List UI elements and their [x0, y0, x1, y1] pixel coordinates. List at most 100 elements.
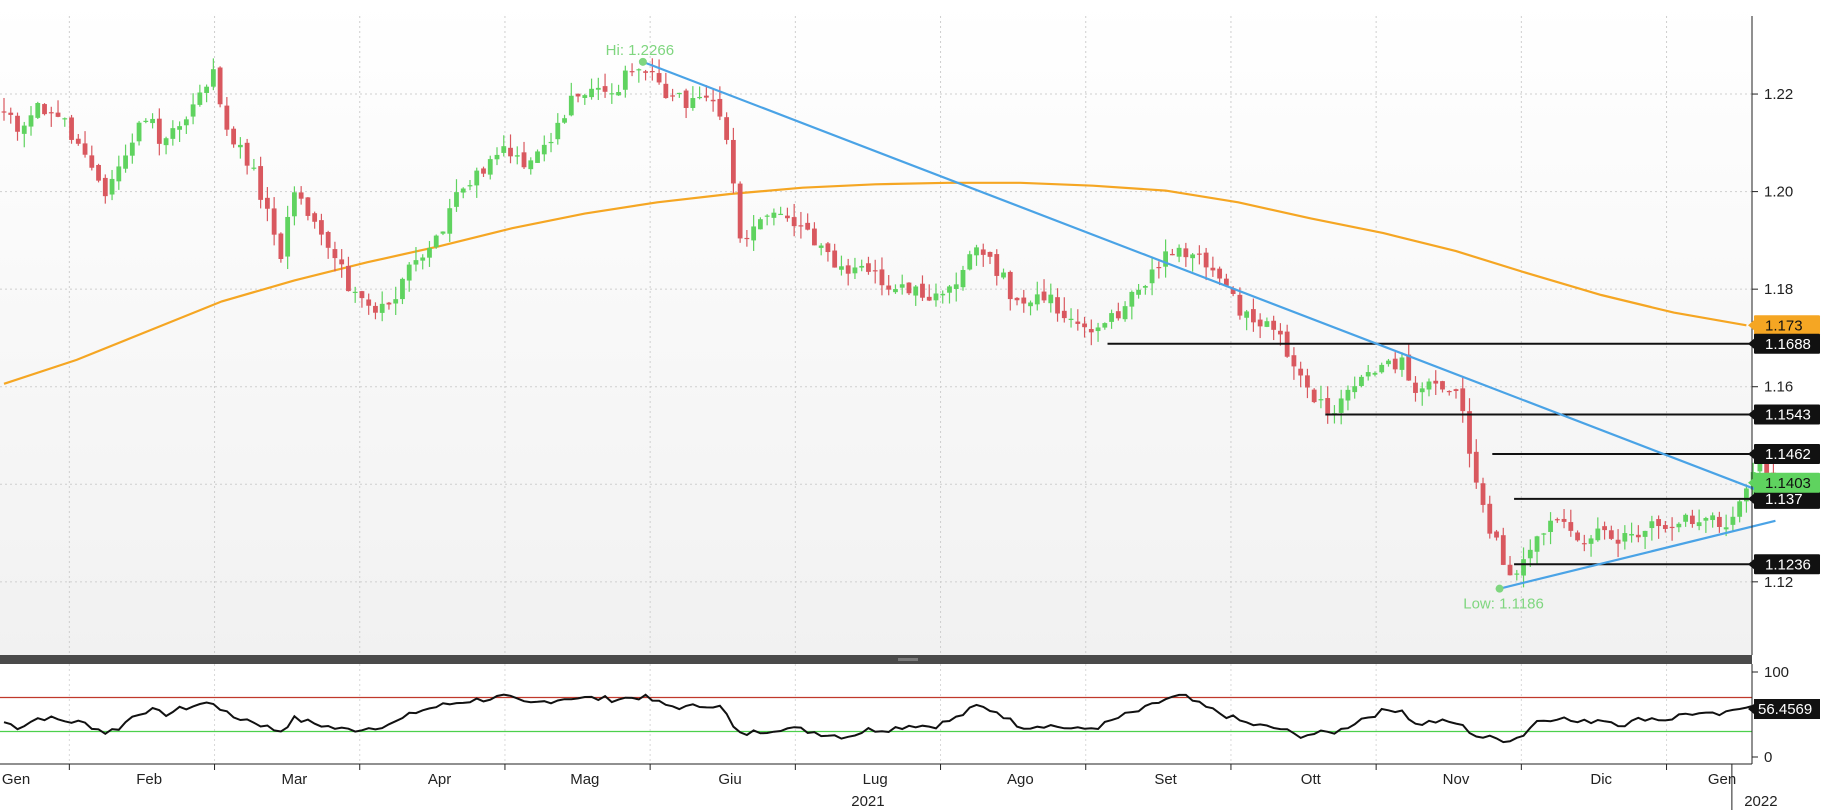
candle-down — [683, 88, 689, 119]
candle-up — [433, 234, 439, 249]
candle-body — [386, 302, 392, 305]
candle-down — [1217, 266, 1223, 286]
candle-up — [183, 116, 189, 134]
candle-body — [1595, 528, 1601, 541]
candle-down — [1183, 242, 1189, 267]
candle-down — [1291, 347, 1297, 380]
candle-up — [771, 208, 777, 226]
candle-body — [528, 160, 534, 170]
candle-body — [55, 112, 61, 117]
candle-up — [960, 265, 966, 291]
candle-body — [953, 284, 959, 290]
price-tick-label: 1.16 — [1764, 379, 1793, 396]
candle-body — [156, 118, 162, 144]
candle-body — [568, 95, 574, 116]
candle-body — [1649, 521, 1655, 529]
candle-down — [1406, 343, 1412, 381]
candle-up — [764, 214, 770, 226]
candle-up — [913, 284, 919, 306]
candle-body — [764, 215, 770, 217]
candle-down — [1568, 509, 1574, 537]
candle-up — [1142, 284, 1148, 295]
moving-average-value-tag-box — [1754, 315, 1820, 336]
panel-divider[interactable] — [0, 655, 1752, 664]
candle-up — [1190, 252, 1196, 272]
candle-body — [1122, 306, 1128, 320]
candle-body — [785, 215, 790, 219]
rsi-value-tag-pointer — [1748, 704, 1754, 715]
candle-down — [366, 293, 372, 315]
candle-body — [373, 305, 378, 313]
candle-down — [1453, 388, 1459, 399]
candle-down — [1250, 298, 1256, 332]
candle-down — [670, 88, 675, 102]
candle-up — [1419, 382, 1425, 406]
candle-down — [744, 229, 750, 247]
candle-up — [150, 113, 155, 129]
candle-down — [69, 114, 74, 144]
candle-up — [953, 272, 959, 302]
candle-body — [535, 151, 540, 163]
candle-body — [805, 222, 811, 230]
candle-body — [1689, 515, 1695, 525]
candle-down — [1082, 316, 1087, 338]
level-value-tag-pointer — [1748, 559, 1754, 570]
candle-up — [1359, 374, 1364, 388]
candle-down — [730, 127, 736, 194]
candle-body — [872, 270, 878, 272]
candle-down — [1554, 517, 1560, 523]
candle-up — [893, 284, 898, 294]
candle-body — [1359, 376, 1364, 386]
candle-body — [1264, 321, 1270, 327]
candle-body — [778, 213, 784, 216]
candle-up — [778, 206, 784, 216]
month-label: Dic — [1590, 771, 1612, 788]
candle-body — [96, 165, 101, 181]
candle-body — [1602, 526, 1607, 531]
candle-body — [1419, 388, 1425, 393]
candle-up — [177, 121, 182, 143]
candle-body — [258, 166, 264, 200]
candle-up — [636, 68, 642, 83]
candle-body — [879, 269, 885, 286]
candle-body — [1291, 355, 1297, 367]
candle-body — [237, 144, 243, 148]
candle-up — [204, 84, 210, 103]
rsi-value-tag-text: 56.4569 — [1758, 701, 1812, 718]
panel-divider-grip[interactable] — [898, 658, 918, 661]
candle-down — [1061, 297, 1067, 323]
candle-body — [508, 147, 513, 157]
candle-down — [1271, 315, 1277, 341]
level-value-tag-text: 1.1688 — [1765, 336, 1811, 353]
candle-up — [1386, 358, 1391, 367]
candle-down — [1440, 380, 1445, 393]
candle-up — [1129, 290, 1135, 320]
candle-body — [312, 213, 318, 222]
candle-up — [859, 259, 865, 272]
candle-body — [730, 139, 736, 184]
candle-down — [1237, 287, 1243, 320]
candle-body — [1581, 543, 1587, 545]
candle-body — [359, 291, 365, 299]
candle-down — [1635, 525, 1641, 543]
candle-down — [825, 241, 831, 262]
candle-body — [183, 119, 189, 126]
candle-body — [697, 96, 703, 99]
candle-up — [1136, 284, 1141, 299]
candle-body — [1298, 368, 1304, 376]
candle-down — [1581, 534, 1587, 552]
candle-down — [649, 58, 655, 81]
candle-body — [190, 104, 196, 117]
candle-down — [156, 108, 162, 156]
candle-up — [589, 78, 594, 100]
level-value-tag: 1.1462 — [1748, 444, 1820, 465]
candle-down — [1446, 390, 1452, 396]
candle-body — [244, 142, 250, 166]
candle-body — [69, 117, 74, 140]
candle-down — [737, 181, 743, 243]
candle-body — [1413, 382, 1418, 393]
candle-body — [670, 95, 675, 97]
candle-body — [319, 220, 324, 235]
candle-body — [1129, 291, 1135, 307]
